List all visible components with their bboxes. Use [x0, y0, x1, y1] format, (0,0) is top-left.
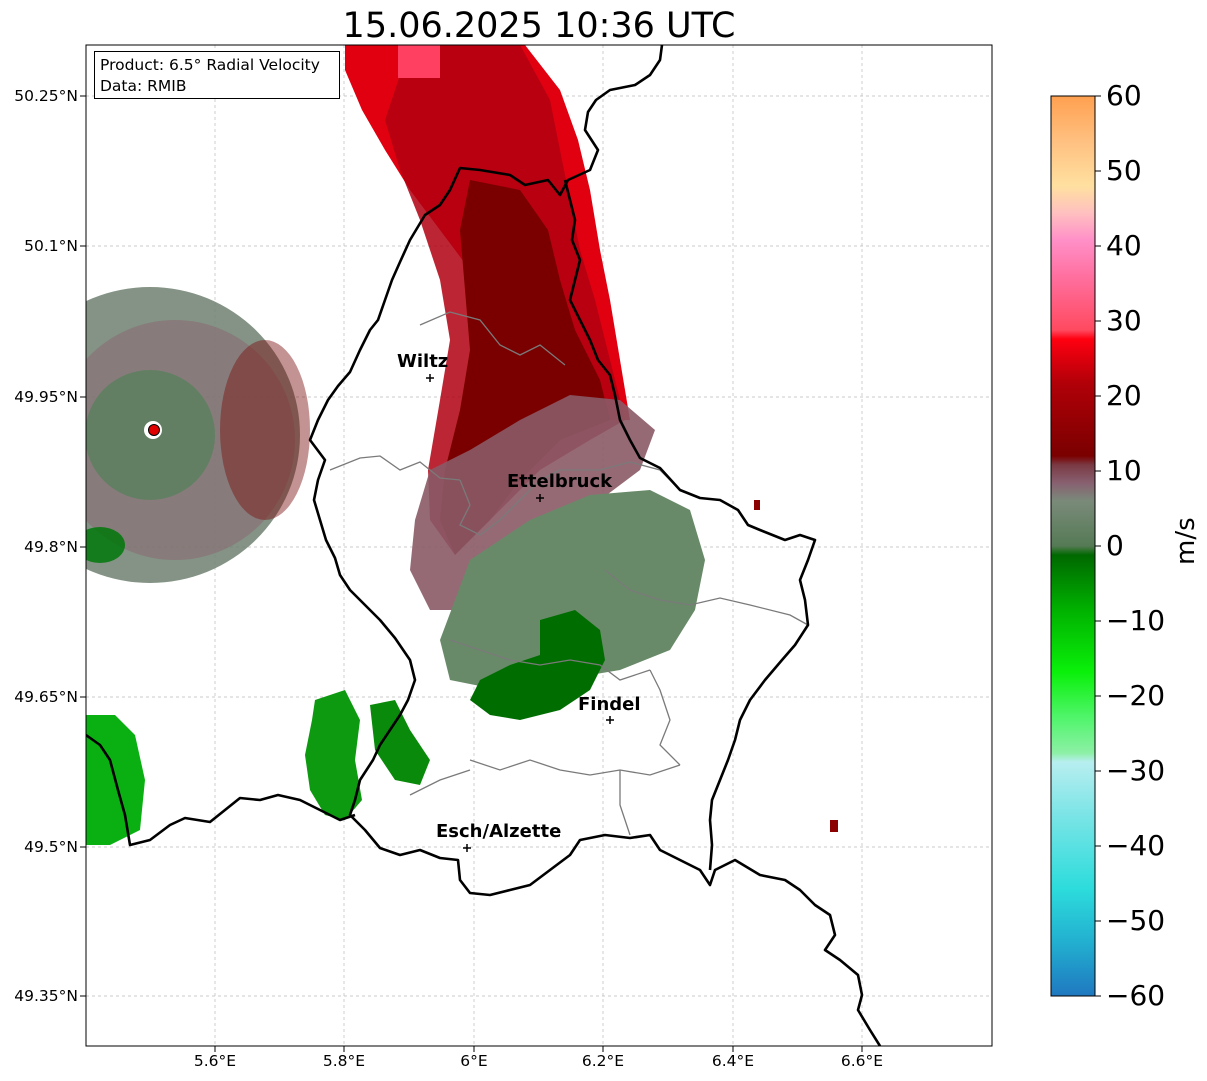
city-label-findel: Findel	[578, 694, 641, 715]
lon-tick-label: 5.8°E	[322, 1052, 366, 1070]
map-frame	[85, 44, 993, 1047]
radar-site-clutter	[86, 287, 310, 583]
lat-tick-label: 49.65°N	[14, 688, 78, 706]
colorbar-tick-label: 60	[1106, 79, 1142, 112]
colorbar-tick-label: −40	[1106, 829, 1166, 862]
lat-tick-label: 49.35°N	[14, 987, 78, 1005]
axis-ticks	[80, 95, 863, 1052]
lat-tick-label: 49.5°N	[24, 838, 78, 856]
lat-tick-label: 50.1°N	[24, 237, 78, 255]
lon-tick-label: 6.2°E	[581, 1052, 625, 1070]
data-source-label: Data: RMIB	[100, 77, 187, 95]
product-label: Product: 6.5° Radial Velocity	[100, 56, 320, 74]
colorbar-tick-label: −60	[1106, 979, 1166, 1012]
colorbar-tick-label: 30	[1106, 304, 1142, 337]
colorbar-tick-label: −30	[1106, 754, 1166, 787]
lat-tick-label: 49.8°N	[24, 538, 78, 556]
colorbar-tick-label: 20	[1106, 379, 1142, 412]
colorbar	[1050, 95, 1096, 997]
colorbar-unit-label: m/s	[1171, 517, 1201, 565]
national-borders	[86, 45, 882, 1046]
city-label-ettelbruck: Ettelbruck	[507, 471, 613, 492]
lon-tick-label: 6.4°E	[711, 1052, 755, 1070]
echo-weak	[410, 395, 655, 610]
colorbar-tick-label: 50	[1106, 154, 1142, 187]
radar-echoes	[86, 45, 838, 845]
lon-tick-label: 5.6°E	[193, 1052, 237, 1070]
lat-tick-label: 50.25°N	[14, 87, 78, 105]
colorbar-tick-label: −20	[1106, 679, 1166, 712]
colorbar-tick-label: −10	[1106, 604, 1166, 637]
info-box: Product: 6.5° Radial Velocity Data: RMIB	[94, 51, 340, 99]
colorbar-tick-label: −50	[1106, 904, 1166, 937]
lon-tick-label: 6.6°E	[840, 1052, 884, 1070]
colorbar-tick-label: 40	[1106, 229, 1142, 262]
echo-near-zero	[440, 490, 705, 690]
colorbar-tick-label: 0	[1106, 529, 1124, 562]
city-label-wiltz: Wiltz	[397, 351, 449, 372]
lon-tick-label: 6°E	[460, 1052, 488, 1070]
colorbar-tick-label: 10	[1106, 454, 1142, 487]
city-label-esch-alzette: Esch/Alzette	[436, 821, 562, 842]
canton-borders	[329, 311, 809, 836]
map-title: 15.06.2025 10:36 UTC	[342, 6, 736, 46]
lat-tick-label: 49.95°N	[14, 388, 78, 406]
city-markers	[426, 374, 614, 852]
colorbar-ticks	[1095, 95, 1101, 997]
